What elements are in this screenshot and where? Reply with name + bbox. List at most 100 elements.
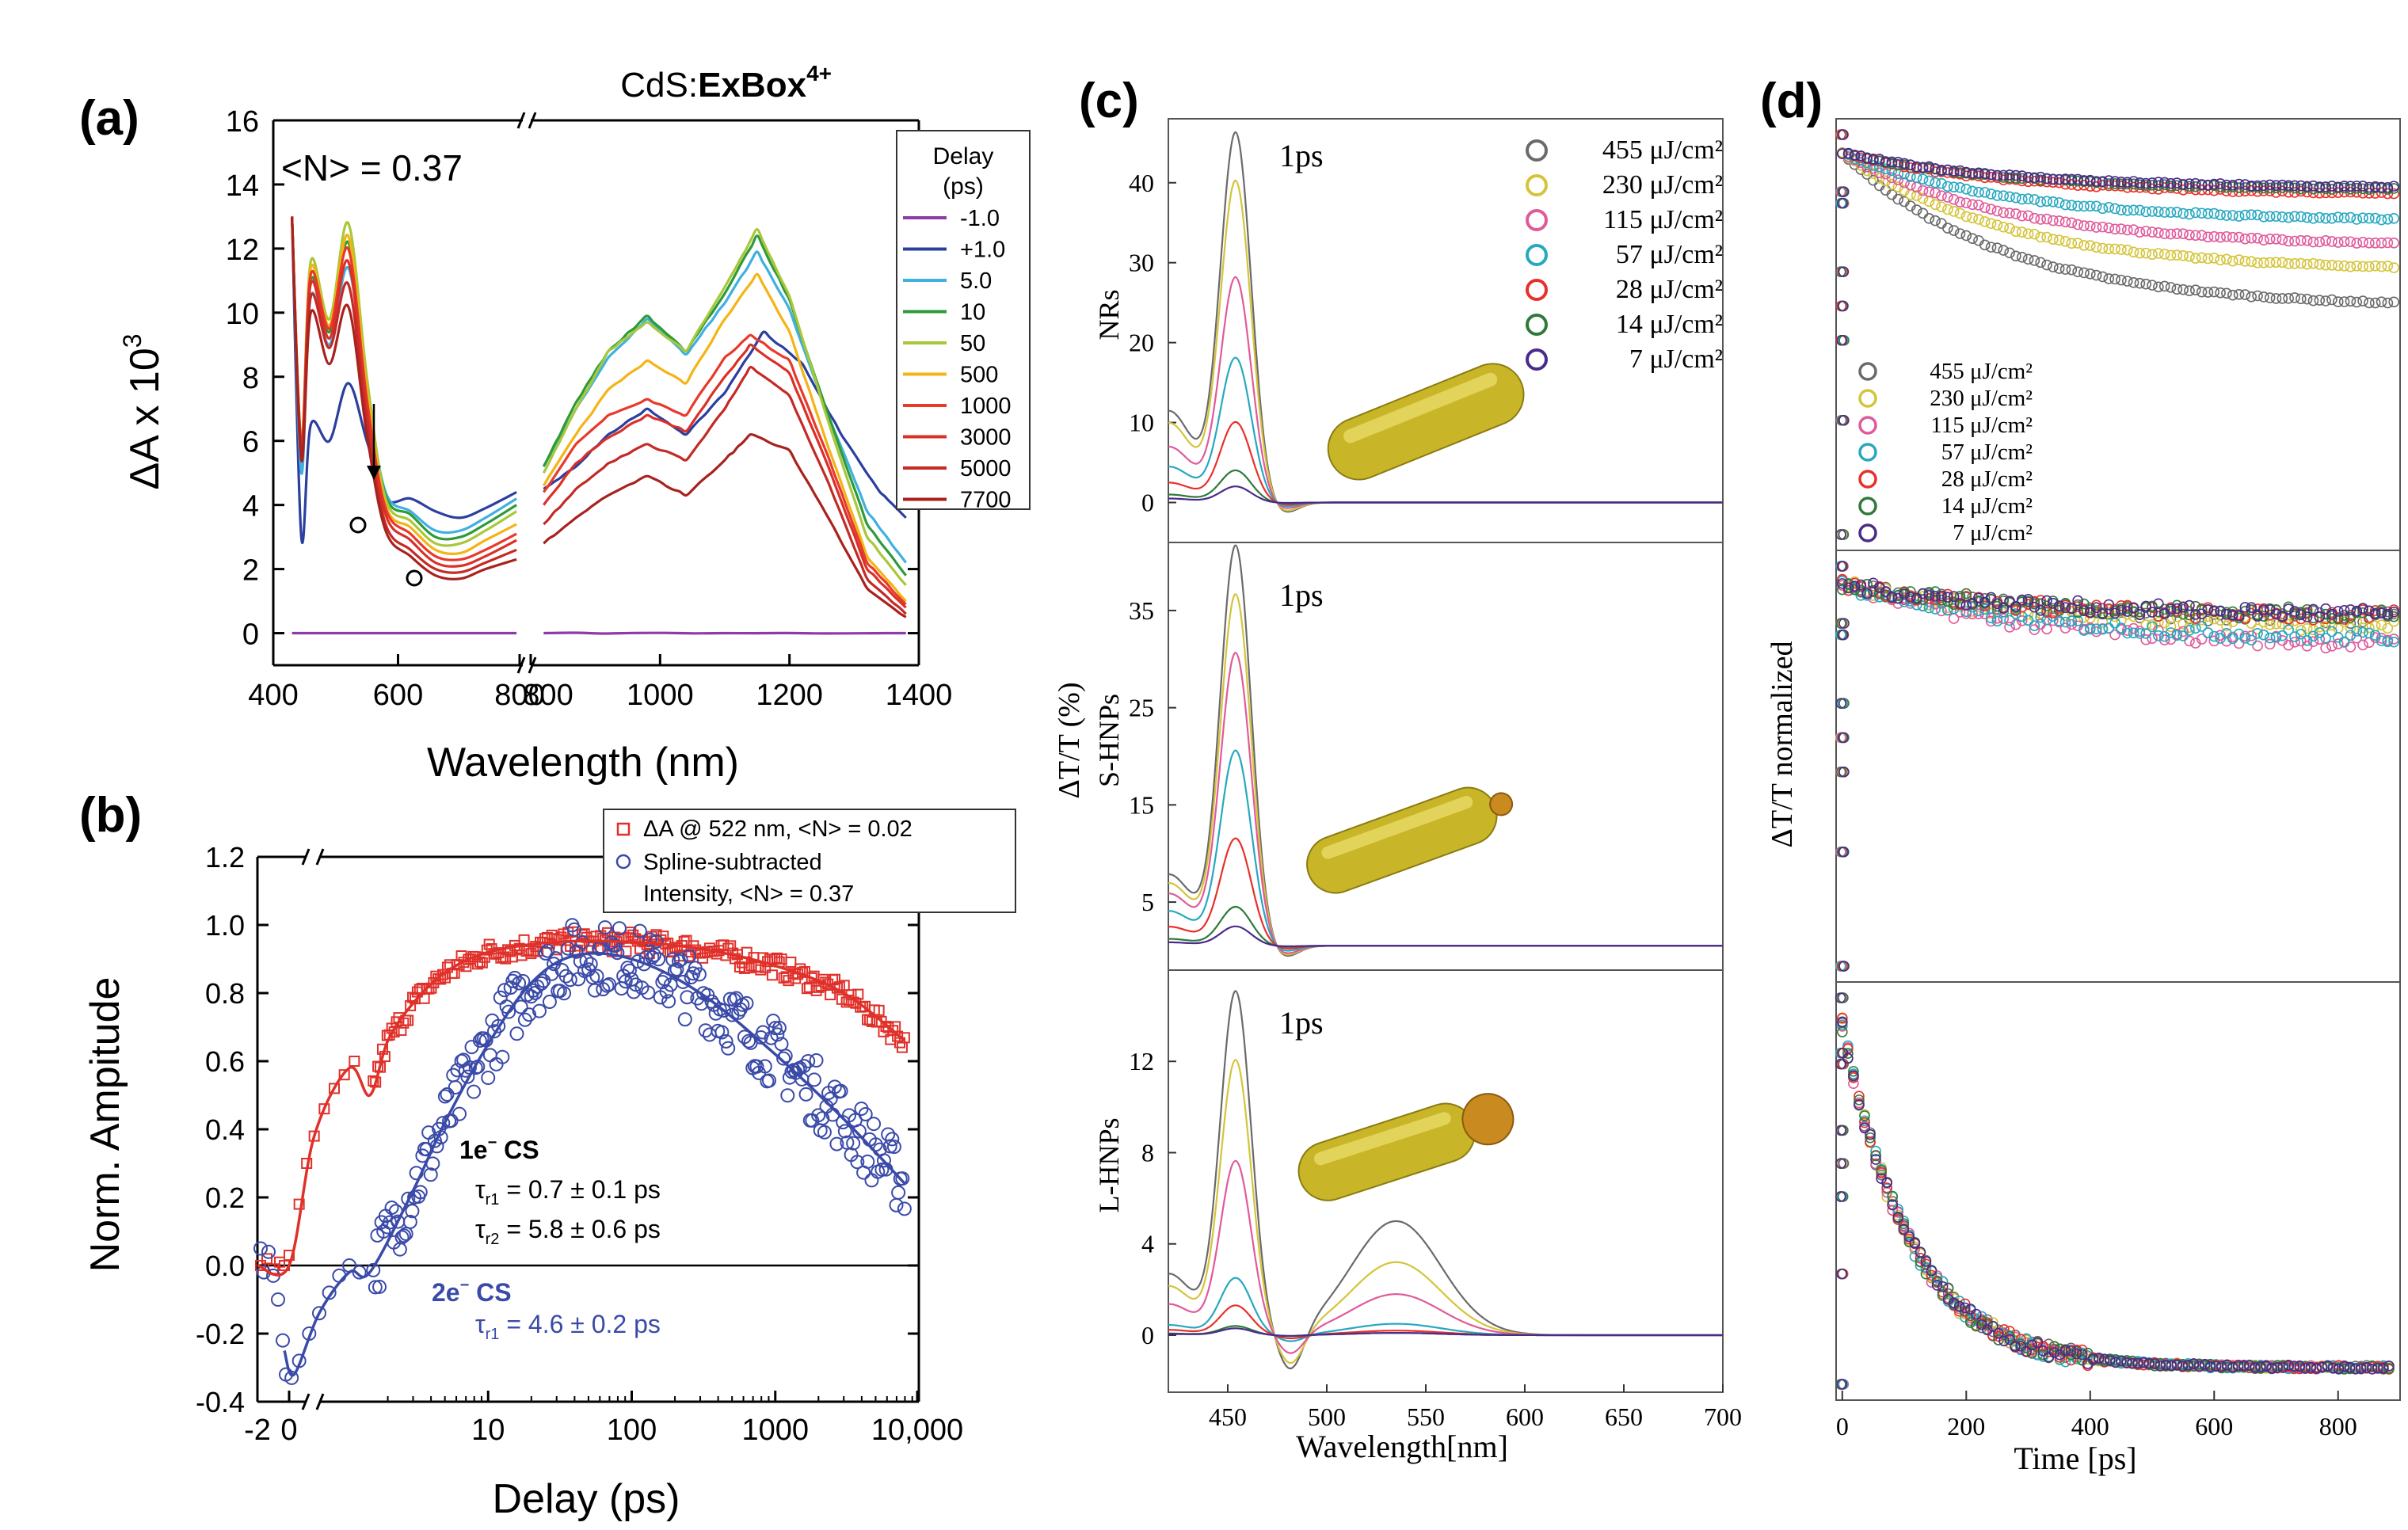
panel-d-point [2066, 173, 2078, 185]
panel-d-point [1954, 591, 1966, 602]
panel-c-legend-label: 57 μJ/cm² [1616, 240, 1723, 269]
panel-d-point [1985, 615, 1997, 627]
panel-d-point [2233, 182, 2245, 193]
panel-b-legend-red: ΔA @ 522 nm, <N> = 0.02 [643, 816, 913, 842]
panel-a-legend-label-500: 500 [960, 363, 998, 388]
panel-d-point [1936, 190, 1947, 202]
panel-d-spike-point [1836, 1379, 1848, 1390]
panel-d-point [2035, 171, 2046, 183]
panel-b-blue-point [503, 980, 518, 995]
panel-d-point [2184, 181, 2195, 192]
panel-d-point [2227, 1361, 2238, 1373]
panel-d-legend-marker [1858, 362, 1877, 381]
panel-b-blue-point [895, 1171, 910, 1186]
panel-d-point [1892, 156, 1904, 168]
panel-d-point [2097, 242, 2109, 254]
panel-d-point [2022, 615, 2034, 626]
panel-b-blue-point [491, 1018, 506, 1033]
panel-d-point [2084, 174, 2096, 186]
panel-b-blue-point [897, 1201, 912, 1216]
panel-a-legend-title: Delay [933, 143, 994, 169]
panel-b-red-point [293, 1198, 305, 1210]
panel-d: ΔT/T normalized Time [ps] 0 200 400 600 800 … [1766, 118, 2401, 1476]
panel-d-point [2076, 1349, 2088, 1361]
panel-a-legend-box [896, 130, 1031, 510]
panel-d-point [1942, 588, 1953, 600]
panel-d-legend-marker [1858, 470, 1877, 489]
panel-d-point [2289, 292, 2300, 303]
panel-d-point [2165, 603, 2177, 615]
panel-d-point [1920, 1268, 1932, 1280]
panel-d-point [2210, 1361, 2222, 1372]
panel-d-spike-point [1837, 992, 1849, 1003]
panel-d-point [1909, 1243, 1921, 1254]
panel-d-point [2364, 237, 2375, 249]
panel-a-title: CdS:ExBox4+ [620, 61, 832, 105]
panel-b-blue-point [384, 1200, 399, 1215]
panel-d-point [1865, 1128, 1876, 1140]
panel-d-spike-point [1838, 846, 1850, 858]
panel-b-red-point [825, 989, 836, 1001]
panel-d-point [2076, 1354, 2088, 1365]
panel-b-blue-point [718, 1033, 733, 1049]
panel-d-point [2059, 622, 2071, 634]
panel-d-point [2105, 1355, 2116, 1366]
panel-d-legend-label: 7 μJ/cm² [1953, 520, 2033, 546]
panel-b-blue-point [655, 975, 670, 990]
panel-d-point [2177, 179, 2189, 190]
panel-d-point [1954, 165, 1966, 177]
panel-c-legend-label: 455 μJ/cm² [1602, 135, 1723, 165]
panel-d-point [1976, 1311, 1987, 1323]
panel-d-point [2147, 600, 2158, 612]
panel-d-point [2149, 1358, 2160, 1369]
panel-d-point [2184, 599, 2195, 611]
panel-label-a: (a) [79, 91, 139, 146]
panel-d-point [1876, 1165, 1887, 1176]
panel-b-blue-point [682, 949, 696, 964]
panel-b-blue-point [731, 1005, 746, 1020]
panel-d-spike-point [1835, 1125, 1847, 1136]
nanorod-body [1327, 363, 1525, 481]
panel-d-point [1942, 604, 1953, 616]
panel-d-point [2215, 209, 2226, 221]
panel-a-xtick-label: 600 [373, 679, 423, 712]
panel-d-point [2277, 1362, 2288, 1373]
panel-d-point [2184, 625, 2195, 636]
panel-d-point [2177, 228, 2189, 239]
panel-d-point [2166, 1360, 2177, 1372]
panel-d-point [2307, 636, 2319, 648]
panel-b-red-point [873, 1004, 885, 1016]
panel-b-blue-point [513, 999, 528, 1014]
panel-b-blue-point [874, 1162, 890, 1177]
panel-d-point [2332, 606, 2344, 617]
panel-d-point [1903, 1231, 1915, 1243]
panel-c-sub-ylabel-L-HNPs: L-HNPs [1093, 1117, 1125, 1212]
panel-b-blue-point [885, 1132, 900, 1147]
panel-d-point [2121, 177, 2133, 188]
panel-d-point [1930, 166, 1941, 177]
panel-d-point [2250, 1362, 2261, 1373]
panel-d-point [2376, 181, 2387, 193]
panel-d-point [1842, 1048, 1854, 1059]
panel-d-point [2004, 247, 2015, 259]
panel-d-point [1915, 1246, 1926, 1258]
panel-d-point [2289, 187, 2300, 198]
panel-d-point [1923, 212, 1935, 224]
panel-b-blue-point [467, 1084, 482, 1099]
panel-d-spike-point [1838, 766, 1850, 778]
panel-d-point [1837, 1016, 1848, 1028]
panel-d-point [1881, 1177, 1892, 1189]
panel-d-point [2270, 603, 2282, 615]
panel-d-point [1923, 589, 1935, 601]
nanorod-highlight [1343, 372, 1498, 443]
panel-c-ytick-label: 8 [1141, 1138, 1154, 1167]
panel-d-spike-point [1838, 961, 1850, 972]
panel-d-point [2110, 1357, 2121, 1368]
panel-d-point [2171, 630, 2183, 641]
panel-d-point [2332, 181, 2344, 193]
panel-d-point [2004, 1334, 2015, 1345]
panel-b-blue-point [833, 1083, 848, 1098]
panel-d-point [2138, 1357, 2149, 1368]
panel-d-point [2165, 177, 2177, 189]
panel-a-xtick-label: 1400 [886, 679, 953, 712]
